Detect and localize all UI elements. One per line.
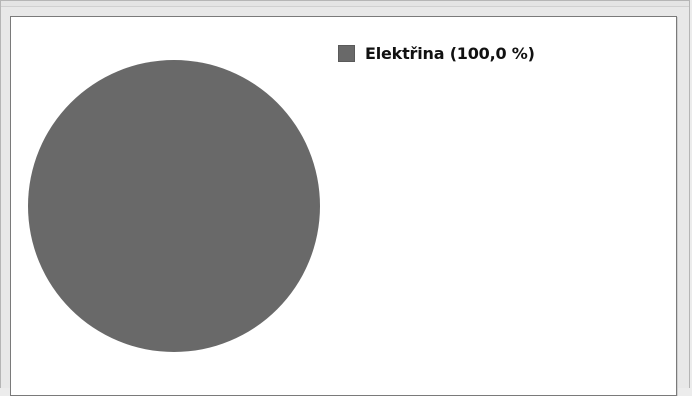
pie-slice-elektrina <box>28 60 320 352</box>
legend-swatch-elektrina <box>338 44 355 62</box>
pie-chart <box>28 60 320 352</box>
chart-panel: Elektřina (100,0 %) <box>10 16 677 396</box>
top-strip <box>1 1 689 7</box>
chart-legend: Elektřina (100,0 %) <box>338 42 535 64</box>
legend-label-elektrina: Elektřina (100,0 %) <box>365 43 535 63</box>
